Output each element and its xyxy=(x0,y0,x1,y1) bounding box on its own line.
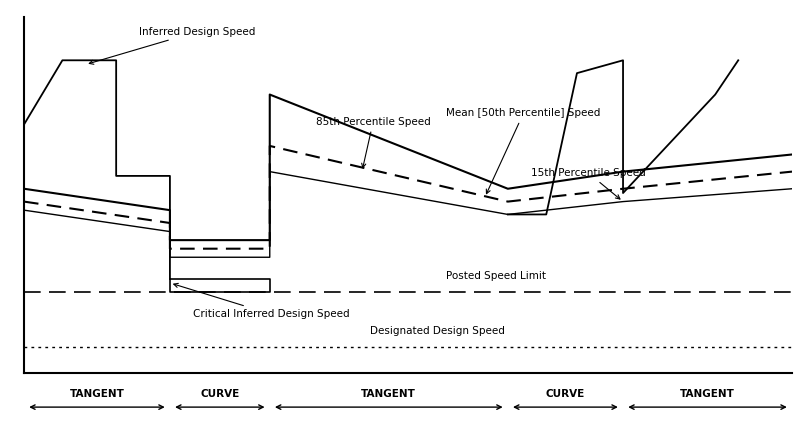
Text: 85th Percentile Speed: 85th Percentile Speed xyxy=(316,116,430,168)
Text: CURVE: CURVE xyxy=(200,389,239,399)
Text: TANGENT: TANGENT xyxy=(362,389,416,399)
Text: Posted Speed Limit: Posted Speed Limit xyxy=(446,271,546,281)
Text: TANGENT: TANGENT xyxy=(680,389,735,399)
Text: Mean [50th Percentile] Speed: Mean [50th Percentile] Speed xyxy=(446,108,601,194)
Text: Inferred Design Speed: Inferred Design Speed xyxy=(90,27,255,64)
Text: CURVE: CURVE xyxy=(546,389,585,399)
Text: 15th Percentile Speed: 15th Percentile Speed xyxy=(531,168,646,199)
Text: TANGENT: TANGENT xyxy=(70,389,124,399)
Text: Critical Inferred Design Speed: Critical Inferred Design Speed xyxy=(174,283,350,319)
Text: Designated Design Speed: Designated Design Speed xyxy=(370,326,505,336)
